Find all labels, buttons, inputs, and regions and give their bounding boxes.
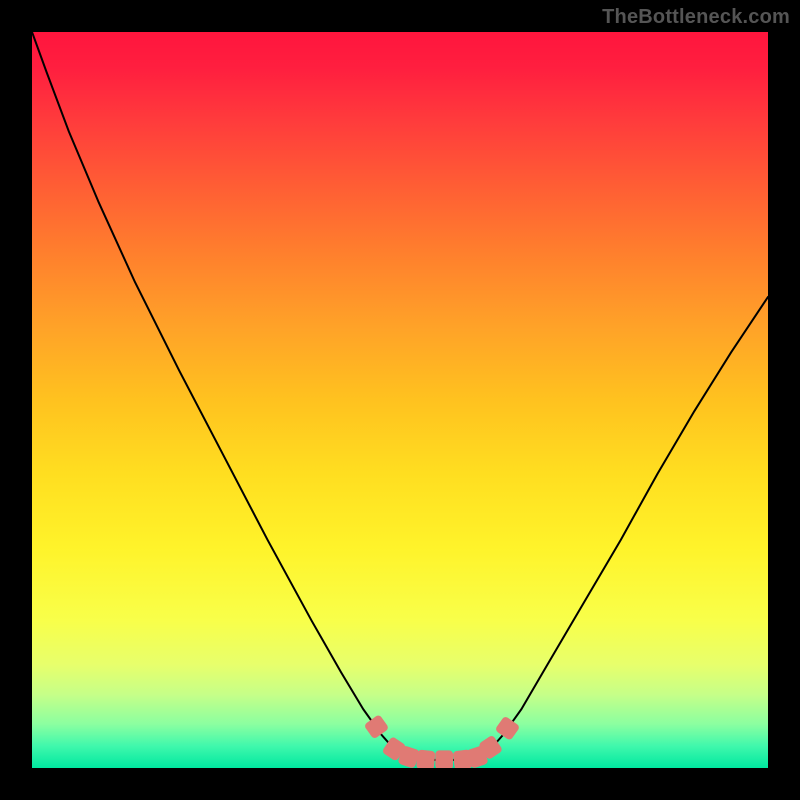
plot-area — [32, 32, 768, 768]
curve-marker — [435, 750, 453, 768]
watermark-text: TheBottleneck.com — [602, 6, 790, 29]
plot-svg — [32, 32, 768, 768]
gradient-background — [32, 32, 768, 768]
chart-frame: TheBottleneck.com — [0, 0, 800, 800]
curve-marker — [416, 750, 435, 768]
